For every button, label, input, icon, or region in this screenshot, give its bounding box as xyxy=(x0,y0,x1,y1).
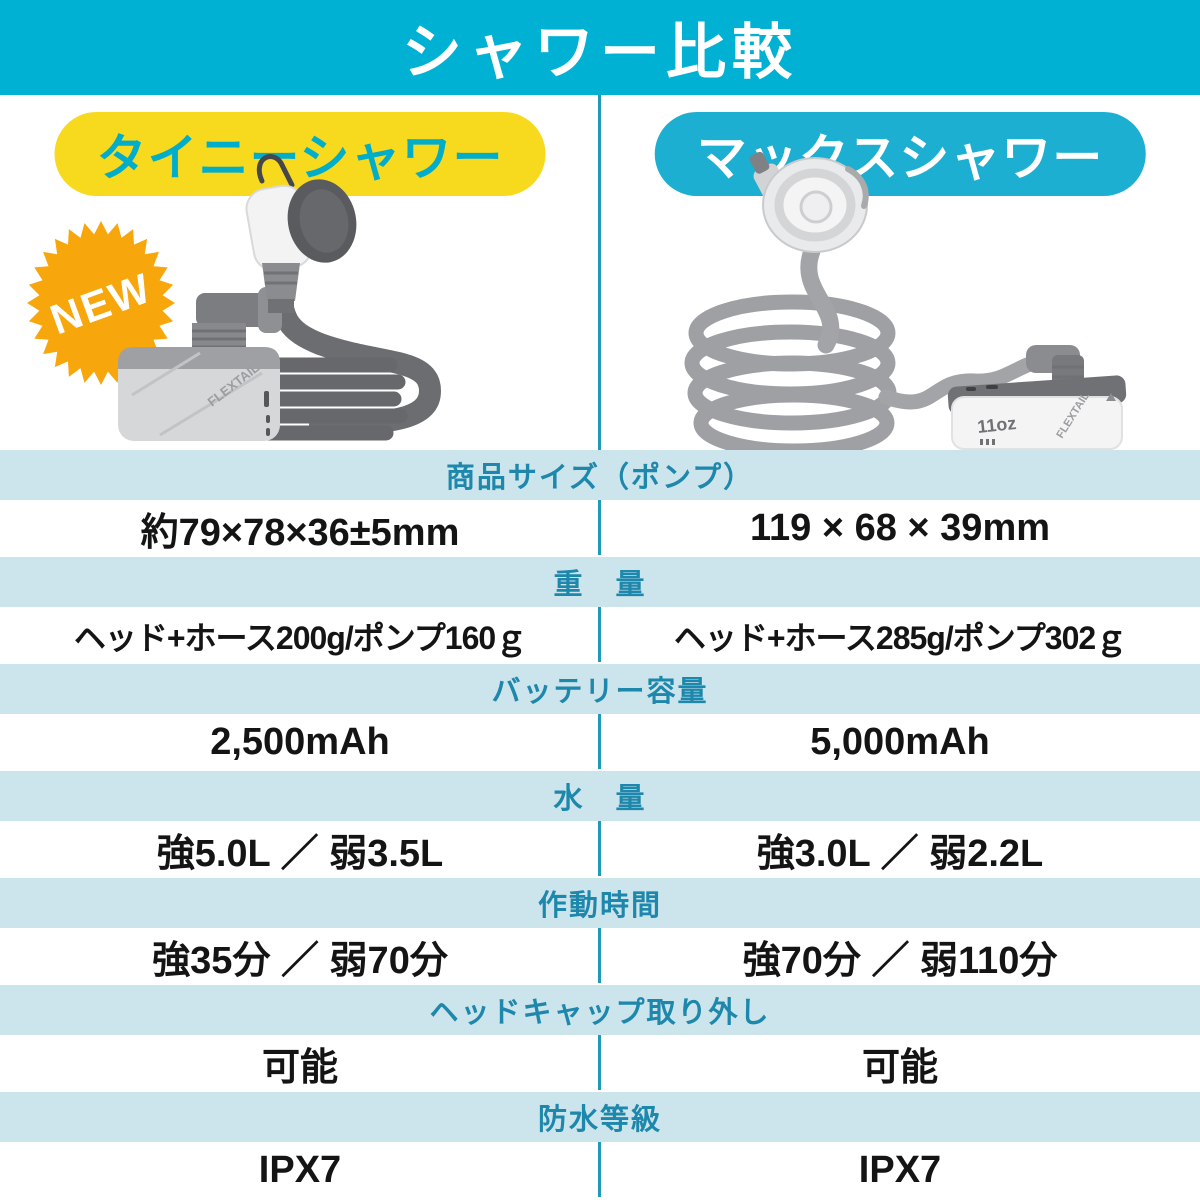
hose-spiral xyxy=(684,294,897,450)
product-name-pill-tiny: タイニーシャワー xyxy=(54,112,546,196)
pump-capacity-label: 11oz xyxy=(976,413,1017,437)
spec-header-runtime: 作動時間 xyxy=(0,878,1200,928)
spec-value-right: 119 × 68 × 39mm xyxy=(749,507,1051,549)
shower-head xyxy=(749,151,869,253)
spec-values-runtime: 強35分 ／ 弱70分 強70分 ／ 弱110分 xyxy=(0,928,1200,985)
spec-value-left: 可能 xyxy=(261,1047,338,1089)
spec-value-right: ヘッド+ホース285g/ポンプ302ｇ xyxy=(673,619,1127,656)
shower-head xyxy=(245,154,357,313)
product-column-tiny-shower: NEW タイニーシャワー xyxy=(0,95,600,450)
product-name-tiny: タイニーシャワー xyxy=(96,130,504,186)
spec-values-weight: ヘッド+ホース200g/ポンプ160ｇ ヘッド+ホース285g/ポンプ302ｇ xyxy=(0,607,1200,664)
pump: FLEXTAIL xyxy=(118,347,280,441)
spec-header-water-volume: 水 量 xyxy=(0,771,1200,821)
spec-header-label: 商品サイズ（ポンプ） xyxy=(445,462,755,494)
spec-header-head-cap: ヘッドキャップ取り外し xyxy=(0,985,1200,1035)
spec-value-right: 強70分 ／ 弱110分 xyxy=(742,940,1058,982)
column-divider xyxy=(598,95,601,450)
spec-value-left: 約79×78×36±5mm xyxy=(140,512,460,554)
spec-value-left: 2,500mAh xyxy=(210,721,390,763)
spec-header-battery: バッテリー容量 xyxy=(0,664,1200,714)
hose xyxy=(878,353,1048,410)
spec-header-label: 重 量 xyxy=(553,569,647,601)
spec-values-battery: 2,500mAh 5,000mAh xyxy=(0,714,1200,771)
comparison-table: 商品サイズ（ポンプ） 約79×78×36±5mm 119 × 68 × 39mm… xyxy=(0,450,1200,1199)
product-showcase: NEW タイニーシャワー xyxy=(0,95,1200,450)
spec-value-left: 強35分 ／ 弱70分 xyxy=(152,940,448,982)
spec-values-waterproof: IPX7 IPX7 xyxy=(0,1142,1200,1199)
spec-header-weight: 重 量 xyxy=(0,557,1200,607)
spec-value-left: ヘッド+ホース200g/ポンプ160ｇ xyxy=(73,619,527,656)
page-title-bar: シャワー比較 xyxy=(0,0,1200,95)
carabiner-icon xyxy=(256,154,295,188)
tiny-shower-illustration: FLEXTAIL xyxy=(118,154,442,441)
page-title: シャワー比較 xyxy=(402,19,798,86)
spec-header-label: 作動時間 xyxy=(537,890,662,922)
spec-value-right: 5,000mAh xyxy=(810,721,990,763)
spec-value-left: IPX7 xyxy=(258,1149,342,1191)
spec-value-right: IPX7 xyxy=(858,1149,942,1191)
spec-values-water-volume: 強5.0L ／ 弱3.5L 強3.0L ／ 弱2.2L xyxy=(0,821,1200,878)
starburst-icon xyxy=(27,221,175,385)
spec-values-head-cap: 可能 可能 xyxy=(0,1035,1200,1092)
spec-header-label: 防水等級 xyxy=(537,1104,662,1136)
max-shower-illustration: 11oz FLEXTAIL xyxy=(684,151,1127,450)
hose xyxy=(800,242,840,354)
spec-header-label: 水 量 xyxy=(553,783,647,815)
spec-value-right: 可能 xyxy=(861,1047,938,1089)
spec-header-waterproof: 防水等級 xyxy=(0,1092,1200,1142)
pump: 11oz FLEXTAIL xyxy=(947,375,1127,450)
spec-header-label: バッテリー容量 xyxy=(491,676,709,708)
spec-values-size: 約79×78×36±5mm 119 × 68 × 39mm xyxy=(0,500,1200,557)
spec-header-label: ヘッドキャップ取り外し xyxy=(429,997,771,1029)
spec-header-size: 商品サイズ（ポンプ） xyxy=(0,450,1200,500)
product-column-max-shower: マックスシャワー xyxy=(600,95,1200,450)
spec-value-left: 強5.0L ／ 弱3.5L xyxy=(156,833,444,875)
new-badge: NEW xyxy=(26,221,176,386)
spec-value-right: 強3.0L ／ 弱2.2L xyxy=(756,833,1044,875)
